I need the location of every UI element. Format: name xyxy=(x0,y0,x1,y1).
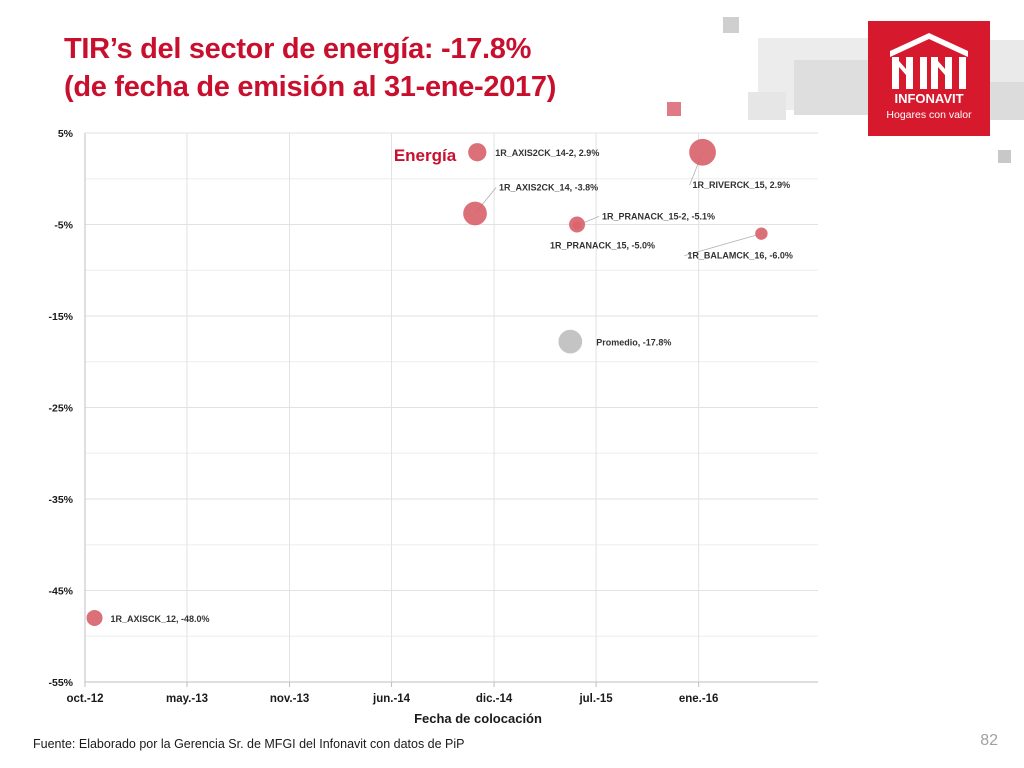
y-tick-label: -45% xyxy=(48,586,73,598)
source-footer: Fuente: Elaborado por la Gerencia Sr. de… xyxy=(33,737,465,751)
x-tick-label: may.-13 xyxy=(166,693,208,705)
bubble-point xyxy=(468,143,487,162)
y-tick-label: -35% xyxy=(48,494,73,506)
decor-square xyxy=(794,60,868,115)
data-label: 1R_RIVERCK_15, 2.9% xyxy=(693,180,791,190)
chart-points: 1R_AXISCK_12, -48.0% 1R_AXIS2CK_14-2, 2.9… xyxy=(86,138,793,626)
data-label: 1R_AXIS2CK_14, -3.8% xyxy=(499,183,598,193)
x-tick-label: nov.-13 xyxy=(270,693,309,705)
data-label: 1R_AXISCK_12, -48.0% xyxy=(111,614,210,624)
bubble-point xyxy=(569,216,586,233)
data-label: 1R_PRANACK_15-2, -5.1% xyxy=(602,211,715,221)
x-axis-title: Fecha de colocación xyxy=(414,711,542,726)
slide-title-line-1: TIR’s del sector de energía: -17.8% xyxy=(64,33,532,65)
page-number: 82 xyxy=(980,732,998,749)
decor-square xyxy=(748,92,786,120)
label-leader-line xyxy=(684,233,762,257)
logo-tagline: Hogares con valor xyxy=(886,109,972,121)
slide-title-line-2: (de fecha de emisión al 31-ene-2017) xyxy=(64,71,557,103)
decor-square xyxy=(723,17,739,33)
chart-subtitle: Energía xyxy=(394,146,457,165)
data-label: Promedio, -17.8% xyxy=(596,338,671,348)
chart-axes: 5% -5% -15% -25% -35% -45% -55% oct.-12 may.-13 n… xyxy=(48,128,818,705)
x-tick-label: jul.-15 xyxy=(578,693,613,705)
slide-title: TIR’s del sector de energía: -17.8% (de … xyxy=(64,30,556,106)
y-tick-label: -5% xyxy=(54,220,73,232)
decor-square xyxy=(998,150,1011,163)
x-tick-label: dic.-14 xyxy=(476,693,513,705)
decor-square xyxy=(990,40,1024,82)
y-tick-label: -55% xyxy=(48,677,73,689)
decor-square-accent xyxy=(667,102,681,116)
bubble-point xyxy=(689,138,716,166)
bubble-point xyxy=(755,227,768,240)
data-label: 1R_AXIS2CK_14-2, 2.9% xyxy=(495,148,599,158)
data-label: 1R_BALAMCK_16, -6.0% xyxy=(687,251,793,261)
y-tick-label: -25% xyxy=(48,403,73,415)
bubble-point xyxy=(558,329,583,354)
bubble-point xyxy=(463,201,487,226)
x-tick-label: ene.-16 xyxy=(679,693,719,705)
decor-square xyxy=(990,82,1024,120)
y-tick-label: -15% xyxy=(48,311,73,323)
data-label: 1R_PRANACK_15, -5.0% xyxy=(550,241,655,251)
bubble-point xyxy=(86,609,103,626)
logo-name: INFONAVIT xyxy=(894,91,963,106)
y-tick-label: 5% xyxy=(58,128,74,140)
infonavit-logo: INFONAVIT Hogares con valor xyxy=(868,21,990,136)
x-tick-label: jun.-14 xyxy=(372,693,411,705)
x-tick-label: oct.-12 xyxy=(66,693,103,705)
